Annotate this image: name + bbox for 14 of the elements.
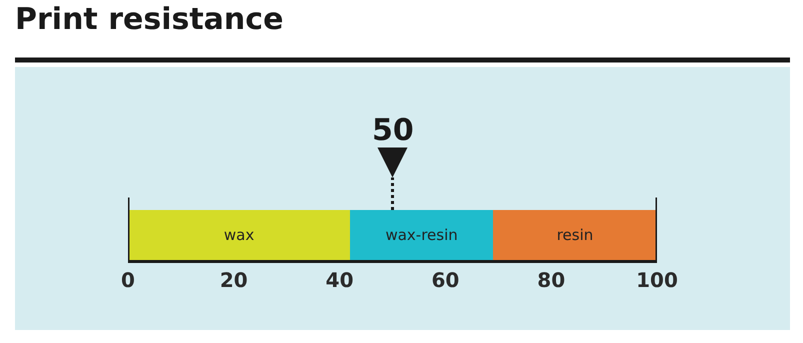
bar	[493, 210, 657, 260]
chart-title: Print resistance	[15, 2, 284, 37]
ref-line-label: 50	[372, 113, 414, 148]
x-tick-label: 0	[121, 268, 135, 292]
x-tick-label: 40	[326, 268, 354, 292]
series-label: resin	[556, 226, 594, 244]
bar	[128, 210, 350, 260]
x-tick-label: 20	[220, 268, 248, 292]
series-label: wax	[224, 226, 254, 244]
bar	[350, 210, 494, 260]
x-tick-label: 60	[431, 268, 460, 292]
series-label: wax-resin	[385, 226, 458, 244]
x-tick-label: 100	[636, 268, 678, 292]
x-tick-label: 80	[537, 268, 566, 292]
